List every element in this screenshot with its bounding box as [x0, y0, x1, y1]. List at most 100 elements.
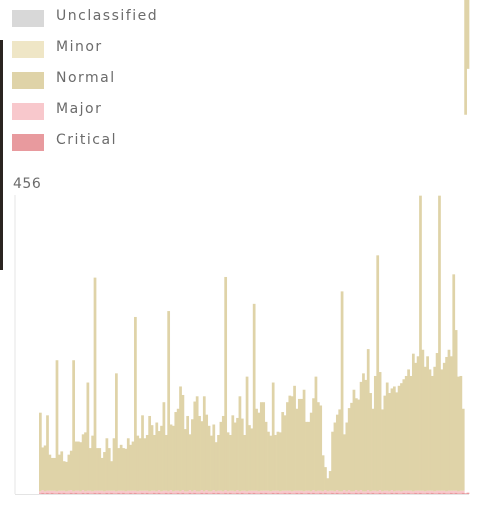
bar-normal-130 — [347, 408, 351, 491]
bar-major-46 — [148, 491, 152, 494]
bar-normal-63 — [188, 434, 192, 491]
bar-major-76 — [219, 490, 223, 494]
bar-normal-117 — [316, 402, 320, 491]
bar-normal-112 — [305, 421, 308, 491]
bar-major-121 — [326, 491, 330, 494]
bar-critical-108 — [295, 492, 299, 494]
bar-critical-54 — [167, 493, 171, 494]
bar-normal-32 — [115, 373, 118, 492]
bar-normal-30 — [110, 461, 113, 491]
bar-normal-91 — [255, 408, 258, 491]
bar-major-133 — [354, 490, 358, 493]
bar-critical-175 — [454, 492, 458, 494]
bar-critical-169 — [440, 493, 444, 494]
bar-critical-35 — [122, 492, 125, 494]
bar-major-153 — [402, 490, 406, 493]
bar-normal-5 — [50, 457, 54, 491]
bar-critical-152 — [400, 493, 403, 494]
bar-major-78 — [224, 490, 228, 493]
bar-critical-22 — [91, 493, 94, 494]
bar-normal-159 — [416, 356, 420, 491]
bar-major-113 — [307, 490, 311, 493]
bar-critical-110 — [300, 492, 304, 494]
bar-critical-122 — [328, 493, 332, 494]
bar-major-71 — [207, 491, 211, 494]
bar-normal-79 — [226, 432, 230, 492]
bar-critical-77 — [221, 493, 225, 494]
bar-major-141 — [373, 490, 377, 494]
bar-normal-20 — [86, 382, 90, 491]
bar-major-176 — [457, 491, 460, 494]
bar-critical-87 — [245, 493, 249, 494]
bar-major-47 — [150, 490, 154, 494]
bar-critical-147 — [388, 493, 391, 494]
bar-normal-92 — [257, 412, 261, 492]
bar-normal-29 — [107, 448, 111, 491]
bar-major-147 — [388, 491, 391, 494]
bar-critical-114 — [309, 493, 313, 494]
bar-critical-50 — [157, 492, 161, 494]
bar-critical-162 — [423, 493, 427, 494]
bar-critical-60 — [181, 492, 185, 494]
bar-critical-13 — [69, 492, 73, 494]
bar-normal-41 — [136, 435, 140, 492]
bar-major-155 — [407, 490, 410, 493]
bar-normal-142 — [376, 255, 380, 492]
bar-normal-114 — [309, 412, 313, 492]
bar-major-11 — [65, 491, 68, 494]
bar-major-88 — [248, 490, 251, 493]
bar-normal-50 — [157, 431, 161, 491]
legend-swatch-critical — [12, 134, 44, 151]
bar-major-48 — [153, 490, 156, 493]
bar-major-49 — [155, 491, 159, 494]
bar-major-15 — [74, 490, 78, 493]
bar-normal-74 — [214, 442, 218, 492]
bar-critical-143 — [378, 492, 382, 494]
bar-major-123 — [331, 490, 334, 493]
bar-critical-49 — [155, 493, 159, 494]
bar-critical-8 — [58, 492, 61, 494]
bar-critical-65 — [193, 492, 197, 494]
bar-major-102 — [281, 490, 285, 494]
bar-critical-141 — [373, 493, 377, 494]
bar-normal-122 — [328, 471, 332, 491]
bar-critical-178 — [461, 492, 465, 494]
bar-critical-73 — [212, 492, 216, 494]
bar-normal-16 — [77, 441, 80, 491]
bar-normal-10 — [62, 461, 66, 491]
bar-major-21 — [88, 490, 92, 494]
bar-normal-57 — [174, 412, 178, 491]
bar-major-36 — [124, 491, 128, 494]
bar-critical-142 — [376, 493, 380, 494]
bar-critical-33 — [117, 492, 121, 494]
bar-major-126 — [338, 491, 342, 494]
bar-normal-27 — [103, 452, 106, 492]
bar-major-146 — [385, 490, 389, 494]
bar-normal-156 — [409, 375, 413, 491]
bar-normal-174 — [452, 274, 456, 491]
bar-major-149 — [392, 491, 396, 494]
bar-critical-174 — [452, 493, 456, 494]
bar-major-110 — [300, 490, 304, 493]
legend-label-minor: Minor — [56, 39, 103, 55]
bar-normal-36 — [124, 448, 128, 492]
bar-normal-104 — [286, 402, 289, 491]
bar-critical-123 — [331, 492, 334, 494]
bar-critical-46 — [148, 493, 152, 494]
bar-normal-78 — [224, 276, 228, 491]
bar-major-177 — [459, 490, 463, 494]
bar-normal-113 — [307, 421, 311, 491]
bar-major-178 — [461, 490, 465, 493]
bar-major-83 — [236, 490, 239, 493]
bar-normal-103 — [283, 415, 287, 491]
bar-critical-128 — [343, 492, 346, 494]
bar-critical-150 — [395, 492, 399, 494]
bar-normal-120 — [324, 467, 327, 491]
bar-normal-34 — [119, 444, 123, 491]
bar-major-59 — [179, 491, 182, 494]
bar-major-156 — [409, 490, 413, 494]
bar-critical-84 — [238, 493, 242, 494]
bar-normal-157 — [411, 353, 415, 492]
bar-normal-162 — [423, 366, 427, 492]
legend-swatch-major — [12, 103, 44, 120]
